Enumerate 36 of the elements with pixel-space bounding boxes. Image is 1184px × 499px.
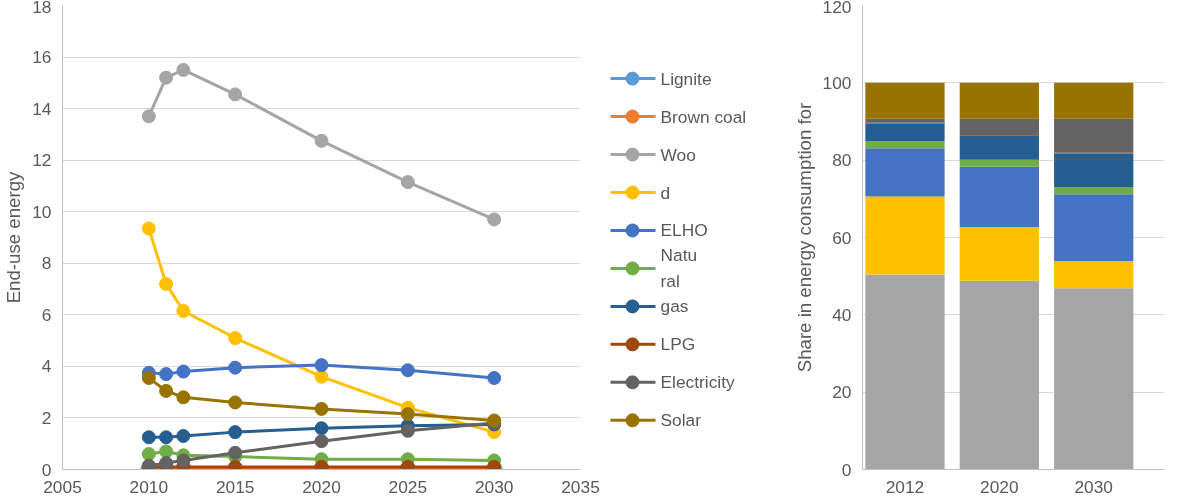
y-tick-label: 4 (41, 356, 52, 377)
y-axis-title: End-use energy (3, 170, 25, 304)
x-tick-label: 2020 (302, 476, 341, 497)
legend-label: Brown coal (660, 106, 747, 127)
y-tick-label: 2 (41, 407, 52, 428)
x-tick-label: 2015 (215, 476, 255, 497)
y-tick-label: 80 (832, 150, 852, 171)
y-tick-label: 6 (41, 304, 52, 325)
y-tick-label: 120 (822, 0, 852, 17)
legend-label: Solar (660, 410, 702, 431)
y-tick-label: 100 (822, 72, 852, 93)
x-tick-label: 2012 (885, 476, 925, 497)
legend-label: Woo (660, 144, 696, 165)
y-tick-label: 60 (832, 227, 852, 248)
x-tick-label: 2030 (474, 476, 514, 497)
y-axis-title: Share in energy consumption for (793, 102, 815, 373)
x-tick-label: 2030 (1074, 476, 1114, 497)
y-tick-label: 12 (32, 150, 52, 171)
y-tick-label: 20 (832, 382, 852, 403)
y-tick-label: 16 (32, 47, 52, 68)
legend-label: Lignite (660, 68, 712, 89)
legend-label: Electricity (660, 372, 735, 393)
y-tick-label: 8 (41, 253, 52, 274)
x-tick-label: 2010 (129, 476, 169, 497)
legend-label: d (660, 182, 671, 203)
x-tick-label: 2020 (980, 476, 1019, 497)
y-tick-label: 14 (32, 98, 52, 119)
x-tick-label: 2025 (388, 476, 428, 497)
legend-label: LPG (660, 334, 696, 355)
y-tick-label: 40 (832, 304, 852, 325)
y-tick-label: 0 (841, 459, 852, 480)
x-tick-label: 2035 (561, 476, 600, 497)
legend-label: ELHO (660, 220, 708, 241)
y-tick-label: 18 (32, 0, 52, 17)
y-tick-label: 10 (32, 201, 52, 222)
legend-label: gas (660, 296, 689, 317)
